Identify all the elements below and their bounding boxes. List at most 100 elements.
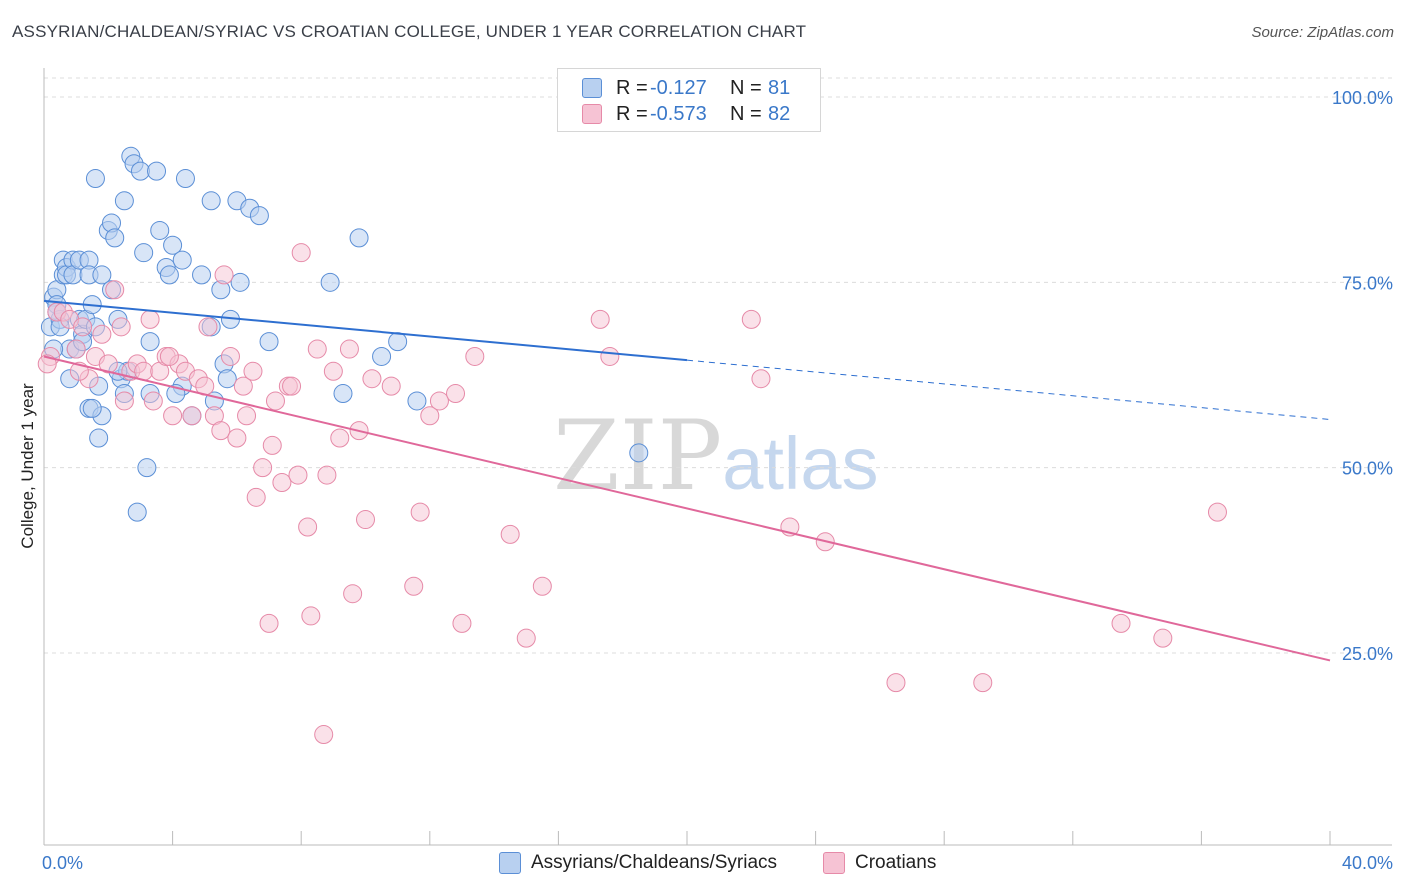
data-point-croatians (301, 606, 321, 626)
data-point-croatians (1153, 628, 1173, 648)
legend-r-label: R = (616, 102, 648, 125)
correlation-legend: R = -0.127 N = 81 R = -0.573 N = 82 (557, 68, 821, 132)
y-tick-label: 50.0% (1342, 459, 1393, 479)
y-axis-label: College, Under 1 year (18, 383, 37, 549)
legend-row-series2: R = -0.573 N = 82 (582, 102, 790, 126)
data-point-assyrians (92, 265, 112, 285)
data-point-croatians (1111, 613, 1131, 633)
axis-layer (43, 68, 1392, 846)
watermark: ZIPatlas (553, 400, 879, 512)
y-tick-label: 75.0% (1342, 273, 1393, 293)
trend-layer (43, 299, 1331, 662)
data-point-croatians (143, 391, 163, 411)
data-point-assyrians (137, 458, 157, 478)
data-point-croatians (330, 428, 350, 448)
data-point-croatians (211, 421, 231, 441)
data-point-assyrians (134, 243, 154, 263)
data-point-croatians (751, 369, 771, 389)
data-point-croatians (37, 354, 57, 374)
legend-n-value: 81 (768, 76, 791, 99)
bottom-legend-series2: Croatians (823, 852, 936, 874)
data-point-croatians (243, 361, 263, 381)
data-point-assyrians (217, 369, 237, 389)
legend-swatch-pink (582, 104, 602, 124)
data-point-assyrians (349, 228, 369, 248)
x-tick-label: 0.0% (42, 853, 83, 873)
data-point-assyrians (89, 428, 109, 448)
data-point-croatians (362, 369, 382, 389)
data-point-assyrians (140, 332, 160, 352)
label-layer: 25.0% 50.0% 75.0% 100.0% 0.0% 40.0% College, U… (18, 88, 1393, 873)
bottom-legend-swatch-pink (823, 852, 845, 874)
data-point-croatians (98, 354, 118, 374)
data-point-assyrians (82, 398, 102, 418)
legend-swatch-blue (582, 78, 602, 98)
trend-line-assyrians-extension (686, 359, 1331, 420)
chart-title: ASSYRIAN/CHALDEAN/SYRIAC VS CROATIAN COL… (12, 22, 807, 41)
x-tick-label: 40.0% (1342, 853, 1393, 873)
legend-r-value: -0.573 (650, 102, 707, 125)
data-point-assyrians (175, 169, 195, 189)
data-point-croatians (410, 502, 430, 522)
data-point-croatians (66, 339, 86, 359)
data-point-croatians (973, 673, 993, 693)
data-point-croatians (227, 428, 247, 448)
series-croatians-points (37, 243, 1227, 745)
data-point-assyrians (163, 235, 183, 255)
data-point-croatians (429, 391, 449, 411)
data-point-croatians (288, 465, 308, 485)
legend-n-label: N = (730, 102, 762, 125)
legend-r-value: -0.127 (650, 76, 707, 99)
data-point-assyrians (147, 161, 167, 181)
data-point-assyrians (130, 161, 150, 181)
data-point-assyrians (372, 346, 392, 366)
bottom-legend-swatch-blue (499, 852, 521, 874)
watermark-atlas: atlas (722, 422, 879, 505)
data-point-croatians (111, 317, 131, 337)
y-tick-label: 100.0% (1332, 88, 1393, 108)
data-point-croatians (420, 406, 440, 426)
data-point-croatians (265, 391, 285, 411)
data-point-croatians (404, 576, 424, 596)
data-point-croatians (73, 317, 93, 337)
data-point-assyrians (192, 265, 212, 285)
data-point-assyrians (407, 391, 427, 411)
data-point-croatians (282, 376, 302, 396)
y-tick-label: 25.0% (1342, 644, 1393, 664)
data-point-croatians (140, 309, 160, 329)
data-point-croatians (214, 265, 234, 285)
data-point-croatians (500, 524, 520, 544)
data-point-croatians (198, 317, 218, 337)
data-point-assyrians (201, 191, 221, 211)
data-point-croatians (356, 510, 375, 530)
trend-line-croatians (43, 355, 1331, 662)
legend-r-label: R = (616, 76, 648, 99)
data-point-assyrians (150, 220, 170, 240)
data-point-croatians (600, 346, 620, 366)
data-point-assyrians (388, 332, 408, 352)
data-point-croatians (323, 361, 343, 381)
data-point-croatians (220, 346, 240, 366)
trend-line-assyrians (43, 299, 688, 362)
data-point-croatians (237, 406, 257, 426)
data-point-assyrians (85, 169, 105, 189)
legend-row-series1: R = -0.127 N = 81 (582, 76, 790, 100)
data-point-assyrians (127, 502, 147, 522)
data-point-croatians (446, 384, 466, 404)
data-point-croatians (741, 309, 761, 329)
data-point-croatians (105, 280, 125, 300)
data-point-croatians (532, 576, 552, 596)
data-point-croatians (307, 339, 327, 359)
legend-n-value: 82 (768, 102, 791, 125)
data-point-assyrians (114, 191, 134, 211)
data-point-assyrians (629, 443, 649, 463)
bottom-legend-label: Croatians (855, 852, 937, 873)
data-point-assyrians (230, 272, 250, 292)
data-point-croatians (1207, 502, 1227, 522)
series-assyrians-points (40, 146, 649, 522)
data-point-croatians (262, 435, 282, 455)
data-point-croatians (114, 391, 134, 411)
data-point-croatians (314, 725, 334, 745)
data-point-croatians (159, 346, 179, 366)
data-point-croatians (298, 517, 318, 537)
